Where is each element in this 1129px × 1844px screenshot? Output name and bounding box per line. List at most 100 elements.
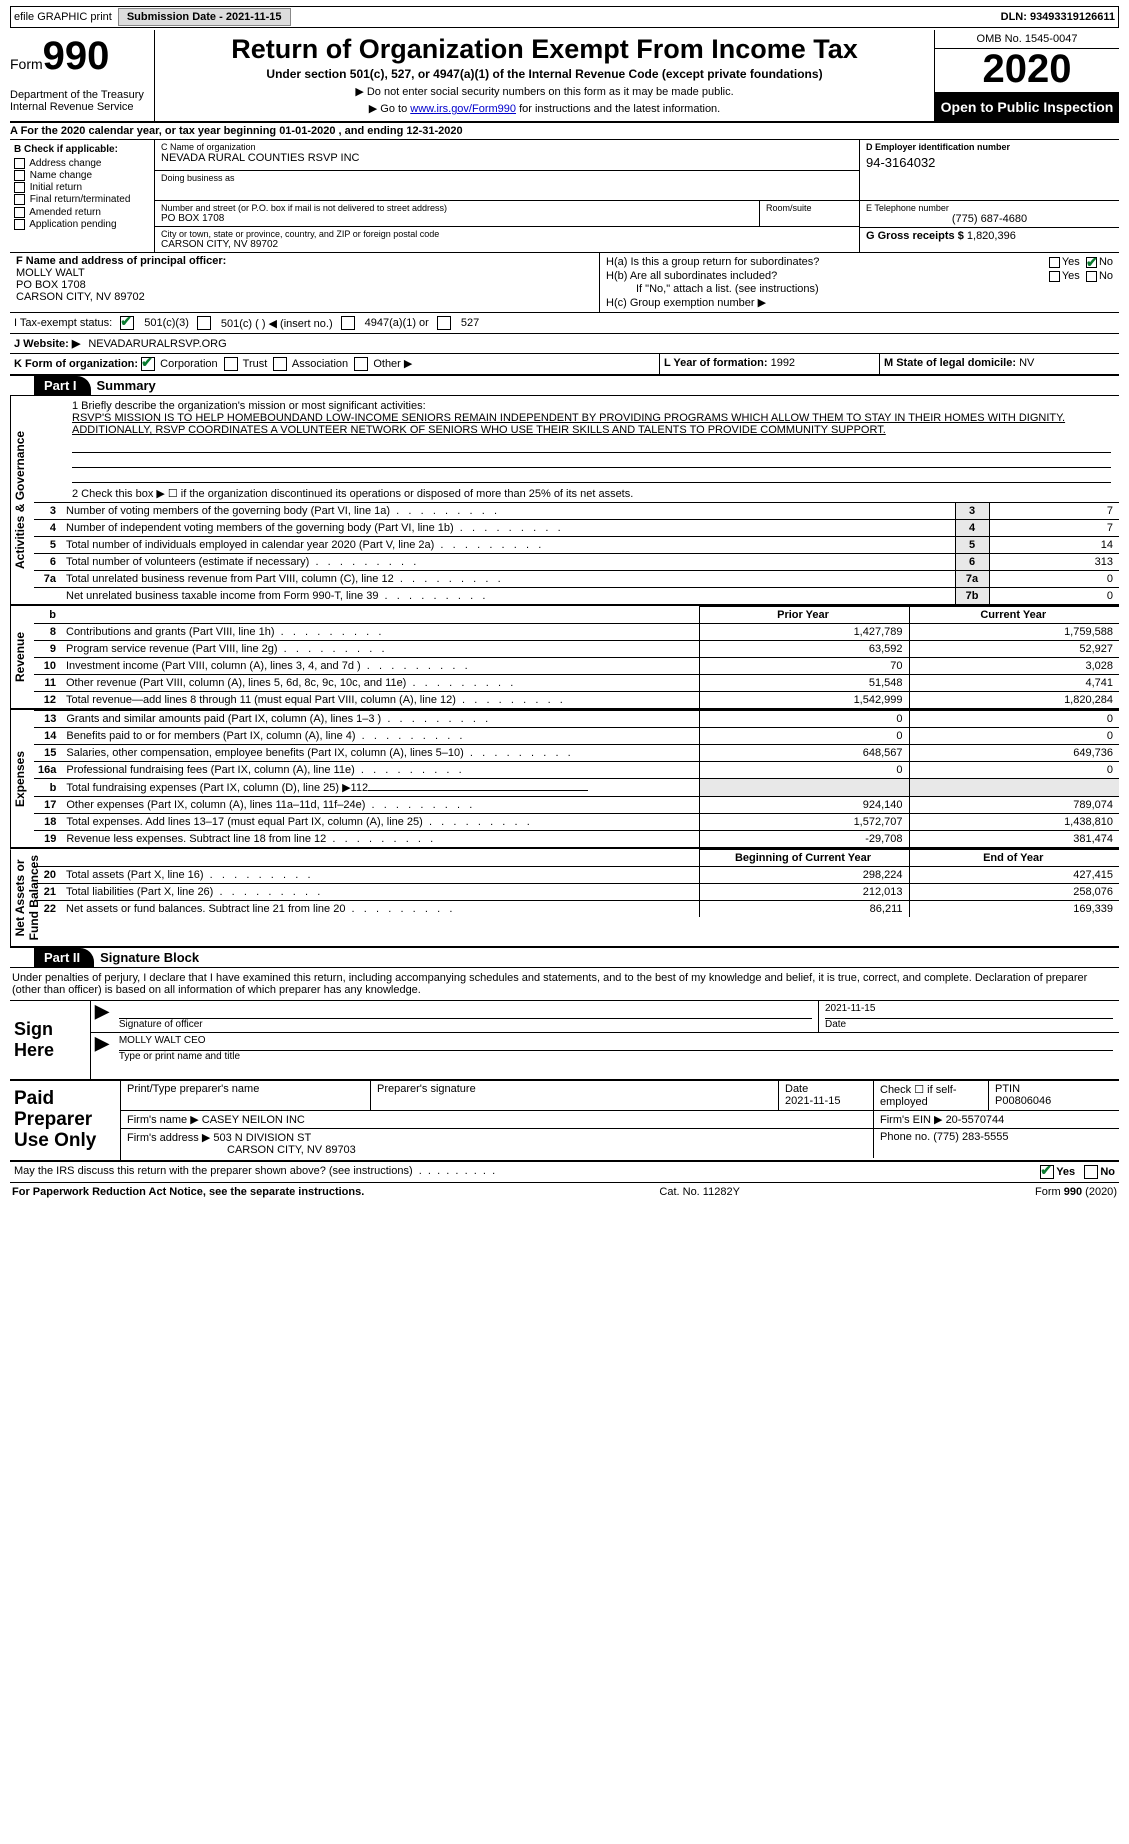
box-b-header: B Check if applicable:	[14, 144, 150, 155]
discuss-no-checkbox[interactable]	[1084, 1165, 1098, 1179]
ptin-label: PTIN	[995, 1083, 1020, 1095]
line-num: 18	[34, 814, 62, 831]
opt-assoc: Association	[292, 358, 348, 370]
opt-trust: Trust	[243, 358, 268, 370]
line-num: 7a	[34, 571, 62, 588]
box-d-label: D Employer identification number	[866, 142, 1113, 152]
firm-addr: 503 N DIVISION ST	[213, 1132, 311, 1144]
trust-checkbox[interactable]	[224, 357, 238, 371]
submission-date-button[interactable]: Submission Date - 2021-11-15	[118, 8, 291, 26]
opt-4947: 4947(a)(1) or	[365, 317, 429, 329]
4947-checkbox[interactable]	[341, 316, 355, 330]
line-desc: Total fundraising expenses (Part IX, col…	[62, 779, 699, 797]
box-b-option: Amended return	[14, 207, 150, 218]
line-desc: Investment income (Part VIII, column (A)…	[62, 658, 699, 675]
part-2-label: Part II	[34, 948, 94, 967]
line-val-curr: 789,074	[909, 797, 1119, 814]
col-hdr-prior: Prior Year	[699, 607, 909, 624]
h-a-no-checkbox[interactable]	[1086, 257, 1097, 268]
line-val-curr: 381,474	[909, 831, 1119, 848]
tax-year-text: A For the 2020 calendar year, or tax yea…	[10, 125, 463, 137]
prep-date-val: 2021-11-15	[785, 1095, 840, 1107]
line1-label: 1 Briefly describe the organization's mi…	[72, 400, 1111, 412]
revenue-table: b Prior Year Current Year8 Contributions…	[34, 606, 1119, 708]
line-val-curr: 0	[909, 728, 1119, 745]
part-2-bar: Part II Signature Block	[10, 948, 1119, 967]
line-box: 3	[955, 503, 989, 520]
line-desc: Other revenue (Part VIII, column (A), li…	[62, 675, 699, 692]
sig-date-val: 2021-11-15	[825, 1003, 1113, 1019]
line-desc: Salaries, other compensation, employee b…	[62, 745, 699, 762]
line-desc: Grants and similar amounts paid (Part IX…	[62, 711, 699, 728]
box-b-checkbox[interactable]	[14, 194, 25, 205]
prep-print-name-label: Print/Type preparer's name	[127, 1083, 259, 1095]
firm-city: CARSON CITY, NV 89703	[227, 1144, 356, 1156]
box-b-checkbox[interactable]	[14, 170, 25, 181]
line-desc: Net unrelated business taxable income fr…	[62, 588, 955, 605]
line-val-prior: 1,427,789	[699, 624, 909, 641]
year-formation-label: L Year of formation:	[664, 357, 768, 369]
line-box: 5	[955, 537, 989, 554]
line-val-curr: 1,820,284	[909, 692, 1119, 709]
discuss-yes-checkbox[interactable]	[1040, 1165, 1054, 1179]
box-e: E Telephone number (775) 687-4680	[860, 201, 1119, 228]
gross-value: 1,820,396	[967, 230, 1016, 242]
box-b-checkbox[interactable]	[14, 182, 25, 193]
line-val-curr: 649,736	[909, 745, 1119, 762]
paid-preparer-block: Paid Preparer Use Only Print/Type prepar…	[10, 1081, 1119, 1162]
line-val-prior: 70	[699, 658, 909, 675]
footer-form-num: 990	[1064, 1186, 1082, 1198]
instructions-link[interactable]: www.irs.gov/Form990	[410, 103, 516, 115]
corp-checkbox[interactable]	[141, 357, 155, 371]
opt-501c3: 501(c)(3)	[144, 317, 189, 329]
box-b-checkbox[interactable]	[14, 219, 25, 230]
line-num: 12	[34, 692, 62, 709]
other-checkbox[interactable]	[354, 357, 368, 371]
box-b: B Check if applicable: Address change Na…	[10, 140, 155, 252]
assoc-checkbox[interactable]	[273, 357, 287, 371]
line-val-prior: 1,542,999	[699, 692, 909, 709]
line-val-curr: 0	[909, 711, 1119, 728]
ptin-value: P00806046	[995, 1095, 1051, 1107]
officer-name: MOLLY WALT	[16, 267, 593, 279]
yes-label: Yes	[1062, 256, 1080, 268]
line-num: 19	[34, 831, 62, 848]
line-val: 0	[989, 588, 1119, 605]
box-b-checkbox[interactable]	[14, 207, 25, 218]
line-num: 11	[34, 675, 62, 692]
firm-phone-label: Phone no.	[880, 1131, 930, 1143]
blank-line-3	[72, 468, 1111, 483]
line-val-prior: 298,224	[699, 867, 909, 884]
tax-status-label: I Tax-exempt status:	[14, 317, 112, 329]
box-f: F Name and address of principal officer:…	[10, 253, 600, 312]
box-b-option: Name change	[14, 170, 150, 181]
gross-label: G Gross receipts $	[866, 230, 964, 242]
type-name-label: Type or print name and title	[119, 1051, 1113, 1062]
h-b-no-checkbox[interactable]	[1086, 271, 1097, 282]
line-num: 4	[34, 520, 62, 537]
line-val: 14	[989, 537, 1119, 554]
527-checkbox[interactable]	[437, 316, 451, 330]
box-b-checkbox[interactable]	[14, 158, 25, 169]
org-city: CARSON CITY, NV 89702	[161, 239, 853, 250]
arrow-icon-2: ▶	[91, 1033, 113, 1064]
box-b-option: Initial return	[14, 182, 150, 193]
tax-year: 2020	[935, 49, 1119, 93]
501c3-checkbox[interactable]	[120, 316, 134, 330]
line-desc: Total revenue—add lines 8 through 11 (mu…	[62, 692, 699, 709]
top-bar: efile GRAPHIC print Submission Date - 20…	[10, 6, 1119, 28]
org-name: NEVADA RURAL COUNTIES RSVP INC	[161, 152, 853, 164]
501c-checkbox[interactable]	[197, 316, 211, 330]
opt-527: 527	[461, 317, 479, 329]
line-val: 313	[989, 554, 1119, 571]
tax-year-row: A For the 2020 calendar year, or tax yea…	[10, 123, 1119, 140]
officer-addr1: PO BOX 1708	[16, 279, 593, 291]
line-num: 10	[34, 658, 62, 675]
line-val-curr: 0	[909, 762, 1119, 779]
h-a-yes-checkbox[interactable]	[1049, 257, 1060, 268]
h-b-yes-checkbox[interactable]	[1049, 271, 1060, 282]
opt-other: Other ▶	[373, 358, 412, 370]
line-num: 3	[34, 503, 62, 520]
sign-here-block: Sign Here ▶ Signature of officer 2021-11…	[10, 1000, 1119, 1081]
footer-mid: Cat. No. 11282Y	[659, 1186, 740, 1198]
